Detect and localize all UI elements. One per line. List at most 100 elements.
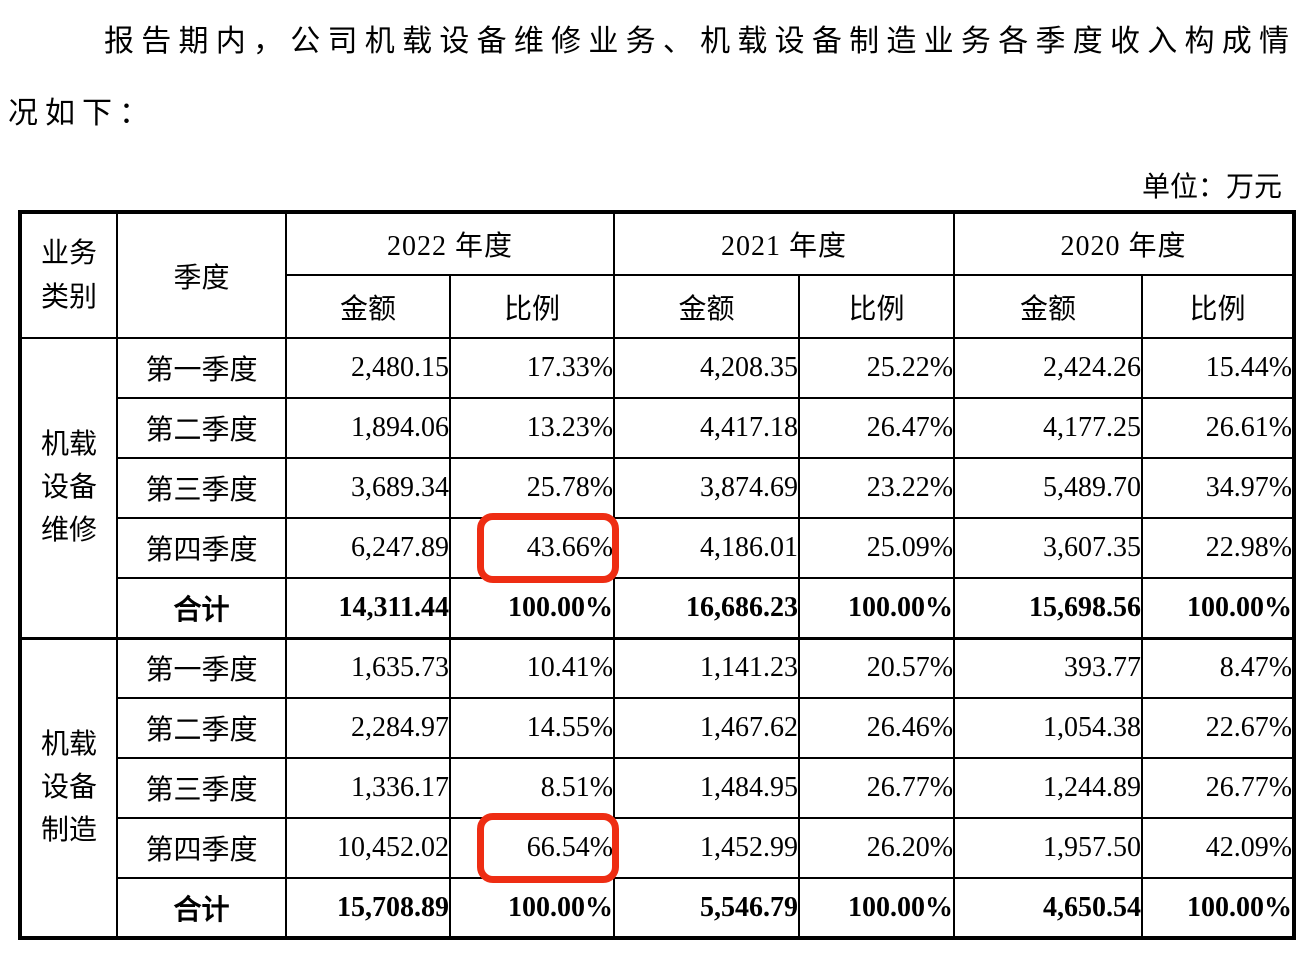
total-row: 合计 15,708.89 100.00% 5,546.79 100.00% 4,… xyxy=(20,877,1296,939)
amount-cell: 1,957.50 xyxy=(953,817,1144,879)
quarterly-revenue-table: 业务类别 季度 2022 年度 2021 年度 2020 年度 金额 比例 金额… xyxy=(18,210,1297,940)
ratio-cell: 26.77% xyxy=(1141,757,1296,819)
ratio-cell: 26.77% xyxy=(798,757,956,819)
ratio-cell: 100.00% xyxy=(448,577,616,639)
table-row: 机载设备维修 第一季度 2,480.15 17.33% 4,208.35 25.… xyxy=(19,337,1296,639)
ratio-cell: 26.61% xyxy=(1141,397,1296,459)
quarter-cell: 第二季度 xyxy=(116,397,287,459)
ratio-cell: 34.97% xyxy=(1141,457,1296,519)
amount-cell: 393.77 xyxy=(953,636,1144,699)
table-row: 第二季度 2,284.97 14.55% 1,467.62 26.46% 1,0… xyxy=(20,697,1296,759)
category-cell-manufacturing: 机载设备制造 xyxy=(19,636,118,939)
amount-cell: 1,244.89 xyxy=(953,757,1144,819)
header-business-category-label: 业务类别 xyxy=(40,238,97,313)
amount-cell: 15,698.56 xyxy=(953,577,1144,639)
amount-cell: 4,650.54 xyxy=(953,877,1144,939)
table-row: 第四季度 10,452.02 66.54% 1,452.99 26.20% 1,… xyxy=(20,813,1296,883)
amount-cell: 3,607.35 xyxy=(953,517,1144,579)
ratio-cell: 25.78% xyxy=(448,457,616,519)
table-row: 第二季度 1,894.06 13.23% 4,417.18 26.47% 4,1… xyxy=(20,397,1296,459)
ratio-cell: 14.55% xyxy=(448,697,616,759)
total-label-cell: 合计 xyxy=(116,877,287,939)
header-amount-2021: 金额 xyxy=(613,274,801,339)
ratio-cell: 17.33% xyxy=(448,337,616,399)
ratio-value: 66.54% xyxy=(526,832,614,863)
amount-cell: 1,054.38 xyxy=(953,697,1144,759)
amount-cell: 4,417.18 xyxy=(613,397,801,459)
ratio-cell: 23.22% xyxy=(798,457,956,519)
header-ratio-2021: 比例 xyxy=(798,274,956,339)
quarter-cell: 第四季度 xyxy=(116,517,287,579)
amount-cell: 1,141.23 xyxy=(613,636,801,699)
document-page: 报告期内，公司机载设备维修业务、机载设备制造业务各季度收入构成情况如下： 单位：… xyxy=(0,6,1310,954)
unit-label: 单位：万元 xyxy=(1141,172,1282,203)
amount-cell: 1,484.95 xyxy=(613,757,801,819)
amount-cell: 1,336.17 xyxy=(285,757,451,819)
total-label-cell: 合计 xyxy=(116,577,287,639)
ratio-cell: 42.09% xyxy=(1141,817,1296,879)
ratio-cell-highlighted: 43.66% xyxy=(448,513,620,583)
category-label: 机载设备维修 xyxy=(40,428,97,547)
intro-paragraph: 报告期内，公司机载设备维修业务、机载设备制造业务各季度收入构成情况如下： xyxy=(8,25,1296,130)
quarter-cell: 第二季度 xyxy=(116,697,287,759)
amount-cell: 4,208.35 xyxy=(613,337,801,399)
amount-cell: 5,546.79 xyxy=(613,877,801,939)
amount-cell: 1,894.06 xyxy=(285,397,451,459)
ratio-cell: 13.23% xyxy=(448,397,616,459)
amount-cell: 1,452.99 xyxy=(613,817,801,879)
header-year-2020: 2020 年度 xyxy=(953,211,1296,276)
ratio-cell: 10.41% xyxy=(448,636,616,699)
amount-cell: 1,635.73 xyxy=(285,636,451,699)
header-year-2021: 2021 年度 xyxy=(613,211,956,276)
ratio-cell: 25.22% xyxy=(798,337,956,399)
amount-cell: 3,874.69 xyxy=(613,457,801,519)
ratio-cell: 26.47% xyxy=(798,397,956,459)
amount-cell: 16,686.23 xyxy=(613,577,801,639)
category-cell-maintenance: 机载设备维修 xyxy=(19,337,118,639)
ratio-cell: 26.20% xyxy=(798,817,956,879)
ratio-cell: 15.44% xyxy=(1141,337,1296,399)
ratio-cell: 100.00% xyxy=(1141,877,1296,939)
ratio-cell: 8.47% xyxy=(1141,636,1296,699)
header-quarter: 季度 xyxy=(116,211,287,339)
amount-cell: 4,177.25 xyxy=(953,397,1144,459)
header-amount-2022: 金额 xyxy=(285,274,451,339)
header-business-category: 业务类别 xyxy=(19,211,118,339)
ratio-cell: 8.51% xyxy=(448,757,616,819)
ratio-cell-highlighted: 66.54% xyxy=(448,813,620,883)
amount-cell: 4,186.01 xyxy=(613,517,801,579)
ratio-cell: 22.67% xyxy=(1141,697,1296,759)
amount-cell: 2,284.97 xyxy=(285,697,451,759)
table-row: 第三季度 3,689.34 25.78% 3,874.69 23.22% 5,4… xyxy=(20,457,1296,519)
header-ratio-2020: 比例 xyxy=(1141,274,1296,339)
amount-cell: 5,489.70 xyxy=(953,457,1144,519)
amount-cell: 1,467.62 xyxy=(613,697,801,759)
ratio-cell: 22.98% xyxy=(1141,517,1296,579)
ratio-cell: 100.00% xyxy=(798,577,956,639)
quarter-cell: 第一季度 xyxy=(116,636,287,699)
ratio-cell: 100.00% xyxy=(448,877,616,939)
quarter-cell: 第三季度 xyxy=(116,457,287,519)
table-row: 第四季度 6,247.89 43.66% 4,186.01 25.09% 3,6… xyxy=(20,513,1296,583)
total-row: 合计 14,311.44 100.00% 16,686.23 100.00% 1… xyxy=(20,577,1296,639)
amount-cell: 14,311.44 xyxy=(285,577,451,639)
table-row: 机载设备制造 第一季度 1,635.73 10.41% 1,141.23 20.… xyxy=(19,636,1296,939)
ratio-value: 43.66% xyxy=(526,532,614,563)
amount-cell: 3,689.34 xyxy=(285,457,451,519)
amount-cell: 2,480.15 xyxy=(285,337,451,399)
amount-cell: 10,452.02 xyxy=(285,817,451,879)
category-label: 机载设备制造 xyxy=(40,728,97,847)
quarter-cell: 第一季度 xyxy=(116,337,287,399)
amount-cell: 6,247.89 xyxy=(285,517,451,579)
table-row: 第三季度 1,336.17 8.51% 1,484.95 26.77% 1,24… xyxy=(20,757,1296,819)
ratio-cell: 20.57% xyxy=(798,636,956,699)
ratio-cell: 25.09% xyxy=(798,517,956,579)
ratio-cell: 100.00% xyxy=(798,877,956,939)
header-amount-2020: 金额 xyxy=(953,274,1144,339)
quarter-cell: 第三季度 xyxy=(116,757,287,819)
amount-cell: 2,424.26 xyxy=(953,337,1144,399)
ratio-cell: 26.46% xyxy=(798,697,956,759)
header-year-2022: 2022 年度 xyxy=(284,211,616,276)
quarter-cell: 第四季度 xyxy=(116,817,287,879)
amount-cell: 15,708.89 xyxy=(285,877,451,939)
